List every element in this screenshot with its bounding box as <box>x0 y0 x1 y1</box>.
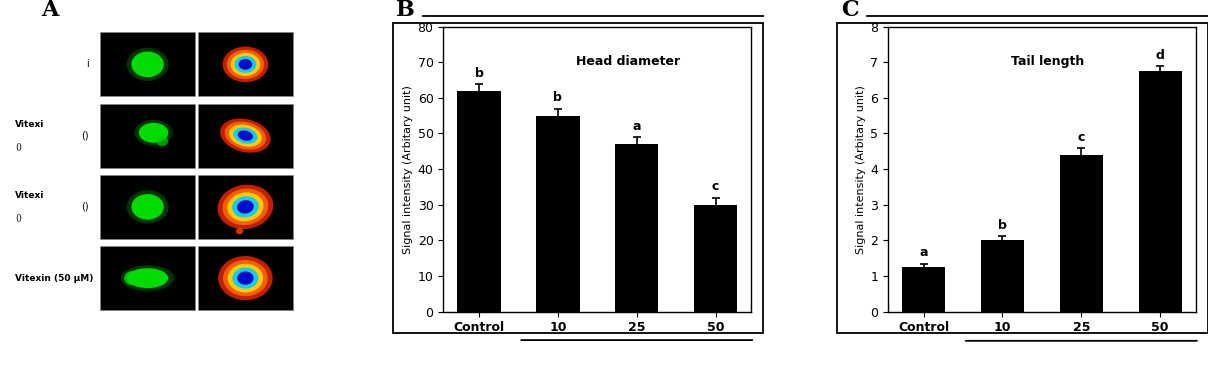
Ellipse shape <box>234 56 256 73</box>
Text: (): () <box>81 202 88 212</box>
Ellipse shape <box>231 53 260 76</box>
Bar <box>536 116 580 312</box>
Ellipse shape <box>127 48 169 81</box>
Text: c: c <box>712 180 719 193</box>
Ellipse shape <box>127 190 169 223</box>
Bar <box>902 267 946 312</box>
Ellipse shape <box>121 265 174 291</box>
Bar <box>100 103 194 168</box>
Bar <box>198 103 292 168</box>
Bar <box>1138 71 1181 312</box>
Y-axis label: Signal intensity (Arbitary unit): Signal intensity (Arbitary unit) <box>856 85 866 253</box>
Ellipse shape <box>220 119 271 153</box>
Text: (): () <box>14 214 22 223</box>
Ellipse shape <box>233 127 257 144</box>
Bar <box>100 32 194 97</box>
Text: c: c <box>1078 131 1085 144</box>
Bar <box>198 246 292 310</box>
Text: Vitexi: Vitexi <box>14 191 45 200</box>
Ellipse shape <box>227 264 263 293</box>
Text: a: a <box>633 120 641 133</box>
Text: b: b <box>553 91 562 104</box>
Ellipse shape <box>219 256 273 300</box>
Text: Head diameter: Head diameter <box>576 55 680 68</box>
Text: Vitexin (50 μM): Vitexin (50 μM) <box>14 274 93 283</box>
Ellipse shape <box>236 228 243 234</box>
Ellipse shape <box>232 196 259 217</box>
Ellipse shape <box>225 122 266 150</box>
Ellipse shape <box>127 268 168 288</box>
Text: b: b <box>998 219 1007 232</box>
Text: (): () <box>81 131 88 141</box>
Text: B: B <box>396 0 416 21</box>
Ellipse shape <box>232 268 259 289</box>
Ellipse shape <box>132 194 164 220</box>
Bar <box>198 32 292 97</box>
Text: i: i <box>86 59 88 70</box>
Ellipse shape <box>227 192 263 221</box>
Bar <box>981 240 1024 312</box>
Text: Vitexi: Vitexi <box>14 120 45 129</box>
Bar <box>693 205 737 312</box>
Ellipse shape <box>132 52 164 77</box>
Text: a: a <box>919 246 928 259</box>
Bar <box>458 91 500 312</box>
Ellipse shape <box>124 271 141 285</box>
Bar <box>198 175 292 239</box>
Bar <box>100 246 194 310</box>
Ellipse shape <box>237 200 254 214</box>
Ellipse shape <box>222 46 268 82</box>
Bar <box>1059 155 1103 312</box>
Ellipse shape <box>227 50 265 79</box>
Ellipse shape <box>222 188 268 225</box>
Text: (): () <box>14 142 22 152</box>
Ellipse shape <box>134 120 173 146</box>
Bar <box>615 144 658 312</box>
Text: b: b <box>475 67 483 80</box>
Text: A: A <box>41 0 59 21</box>
Ellipse shape <box>238 130 252 141</box>
Bar <box>100 175 194 239</box>
Ellipse shape <box>139 123 168 143</box>
Ellipse shape <box>230 125 262 147</box>
Text: Tail length: Tail length <box>1011 55 1085 68</box>
Text: C: C <box>841 0 859 21</box>
Ellipse shape <box>223 260 268 296</box>
Text: d: d <box>1156 49 1165 62</box>
Ellipse shape <box>237 271 254 285</box>
Ellipse shape <box>157 136 168 146</box>
Ellipse shape <box>217 185 273 229</box>
Y-axis label: Signal intensity (Arbitary unit): Signal intensity (Arbitary unit) <box>403 85 413 253</box>
Ellipse shape <box>238 59 252 70</box>
